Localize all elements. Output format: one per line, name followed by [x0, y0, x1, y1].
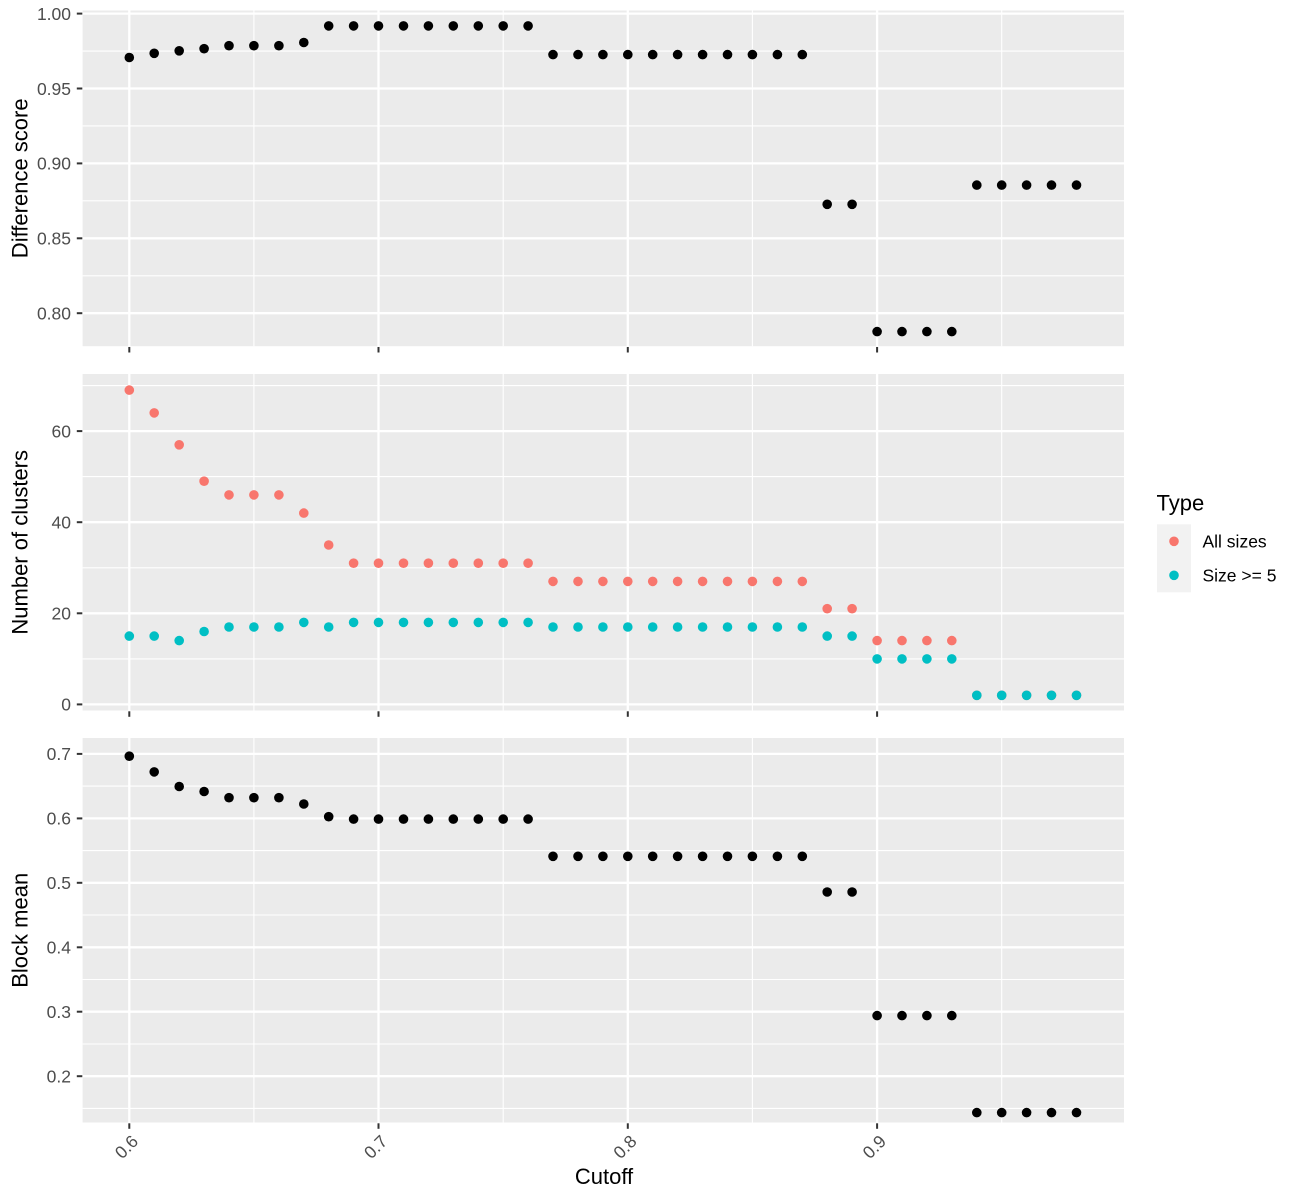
svg-text:40: 40 — [52, 513, 72, 533]
svg-text:1.00: 1.00 — [37, 4, 71, 24]
svg-text:0.7: 0.7 — [47, 744, 71, 764]
svg-text:0.2: 0.2 — [47, 1067, 71, 1087]
svg-text:Number of clusters: Number of clusters — [8, 450, 33, 635]
svg-text:0.4: 0.4 — [47, 938, 72, 958]
svg-text:60: 60 — [52, 421, 72, 441]
svg-text:0.80: 0.80 — [37, 304, 71, 324]
svg-text:0.85: 0.85 — [37, 229, 71, 249]
svg-text:All sizes: All sizes — [1203, 532, 1267, 552]
svg-text:Cutoff: Cutoff — [575, 1164, 634, 1189]
svg-text:Size >= 5: Size >= 5 — [1203, 566, 1277, 586]
svg-text:0.5: 0.5 — [47, 873, 71, 893]
svg-text:20: 20 — [52, 604, 72, 624]
svg-text:0.6: 0.6 — [47, 809, 71, 829]
svg-text:Type: Type — [1157, 491, 1205, 516]
svg-text:0: 0 — [61, 695, 71, 715]
svg-text:0.90: 0.90 — [37, 154, 71, 174]
svg-text:0.3: 0.3 — [47, 1002, 71, 1022]
svg-text:Block mean: Block mean — [8, 873, 33, 988]
svg-text:Difference score: Difference score — [8, 98, 33, 258]
svg-text:0.95: 0.95 — [37, 79, 71, 99]
